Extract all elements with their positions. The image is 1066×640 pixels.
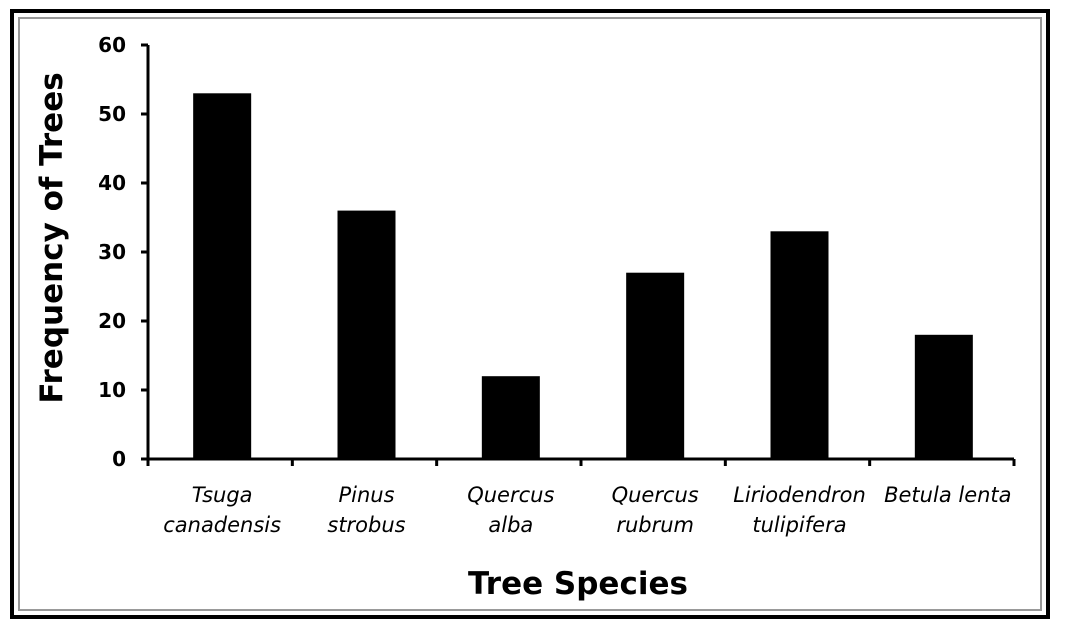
x-tick-label: Quercus: [612, 483, 699, 507]
x-tick-label: rubrum: [616, 513, 694, 537]
bar: [193, 93, 252, 460]
bar: [337, 210, 396, 459]
y-tick-label: 30: [98, 240, 126, 264]
x-tick-label: Liriodendron: [733, 483, 866, 507]
y-tick-label: 20: [98, 309, 126, 333]
y-tick-label: 50: [98, 102, 126, 126]
x-axis-title: Tree Species: [468, 566, 688, 602]
x-tick-label: Pinus: [338, 483, 394, 507]
chart-frame: [10, 9, 1050, 619]
y-tick-label: 0: [112, 447, 126, 471]
x-tick-label: strobus: [327, 513, 405, 537]
x-tick-label: alba: [488, 513, 533, 537]
y-axis-title: Frequency of Trees: [34, 72, 70, 403]
x-tick-label: tulipifera: [752, 513, 846, 537]
x-tick-label: Quercus: [467, 483, 554, 507]
bar: [914, 334, 973, 459]
y-tick-label: 40: [98, 171, 126, 195]
bar: [770, 231, 829, 459]
y-tick-label: 60: [98, 33, 126, 57]
bar: [626, 272, 685, 459]
x-tick-label: Tsuga: [192, 483, 253, 507]
x-tick-label: canadensis: [163, 513, 281, 537]
y-tick-label: 10: [98, 378, 126, 402]
x-tick-label: Betula lenta: [884, 483, 1011, 507]
bar: [481, 376, 540, 459]
chart-frame-inner: [18, 17, 1042, 611]
